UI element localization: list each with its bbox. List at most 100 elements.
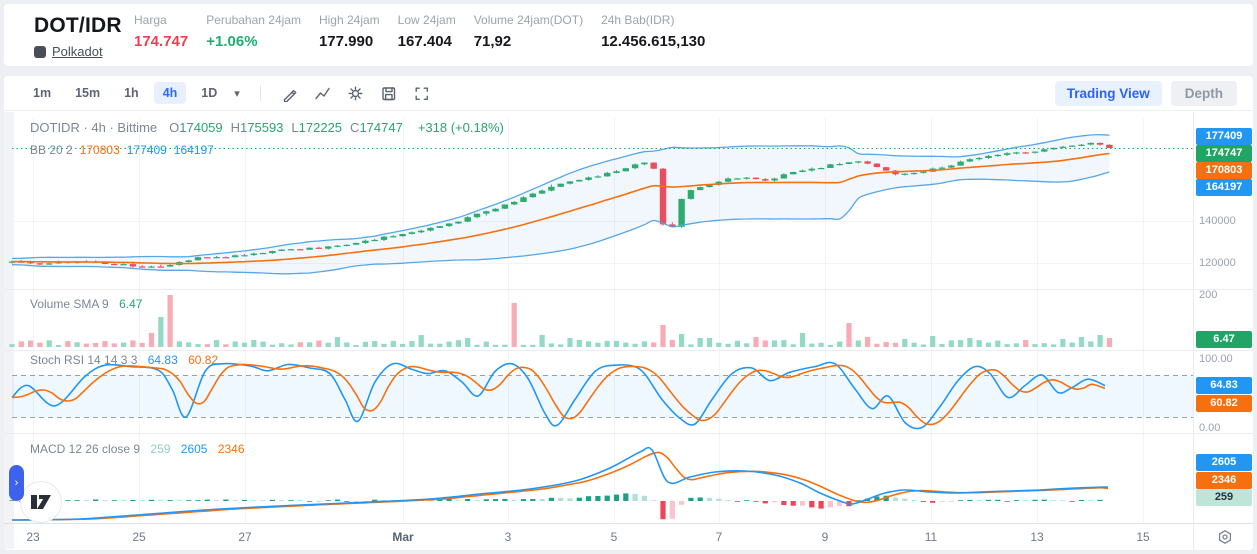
candle-body [1096,142,1104,145]
tf-button-4h[interactable]: 4h [153,82,187,104]
stat-perubahan-24jam: Perubahan 24jam +1.06% [206,13,301,50]
volume-bar [139,343,145,347]
volume-bar [1023,340,1029,347]
candle-body [641,162,648,165]
volume-bar [74,342,80,347]
save-icon[interactable] [380,85,397,102]
axis-tick-label: 140000 [1199,215,1236,227]
candle-body [538,190,546,194]
macd-histogram-bar [465,499,471,501]
macd-histogram-bar [269,499,275,501]
volume-bar [530,344,536,347]
toolbar-expander-button[interactable]: › [9,465,24,501]
volume-bar [586,341,592,347]
axis-badge: 170803 [1196,161,1252,179]
volume-bar [651,342,657,347]
candle-body [1078,144,1085,146]
volume-bar [1051,344,1057,347]
ohlc-value: 174059 [179,120,223,135]
candle-body [194,257,202,261]
axis-badge: 2605 [1196,453,1252,471]
bb-mid-line [12,152,1110,265]
candle-body [334,245,341,247]
macd-histogram-bar [446,499,452,501]
tab-trading-view[interactable]: Trading View [1054,81,1162,106]
macd-histogram-bar [660,501,666,520]
volume-bar [269,344,275,347]
bb-legend: BB 20 2 170803 177409 164197 [30,143,228,157]
candle-body [948,165,955,168]
macd-histogram-bar [688,497,694,501]
stoch-d-line [11,363,1106,426]
volume-bar [967,338,973,347]
coin-link[interactable]: Polkadot [52,44,103,59]
volume-legend: Volume SMA 9 6.47 [30,297,149,311]
tf-button-1D[interactable]: 1D [192,82,226,104]
macd-histogram-bar [372,499,378,501]
volume-label: Volume SMA 9 [30,297,109,311]
macd-histogram-bar [483,499,489,501]
candle-body [994,154,1001,157]
volume-bar [1097,335,1103,347]
candle-body [836,164,843,166]
axis-badge: 60.82 [1196,394,1252,412]
volume-bar [111,343,117,347]
settings-icon[interactable] [347,85,364,102]
draw-icon[interactable] [281,85,298,102]
indicators-icon[interactable] [314,85,331,102]
volume-bar [623,342,629,347]
tf-button-15m[interactable]: 15m [66,82,109,104]
macd-histogram-bar [623,493,629,501]
candle-body [464,217,471,222]
candle-body [817,168,825,170]
volume-bar [660,325,666,347]
macd-histogram-bar [539,499,545,501]
volume-bar [232,341,238,347]
candle-body [808,168,815,171]
volume-bar [874,343,880,347]
macd-histogram-bar [548,497,554,501]
volume-bar [251,340,257,347]
axis-settings-icon[interactable] [1217,529,1233,545]
macd-signal-line [12,451,1109,521]
volume-bar [381,343,387,347]
macd-histogram-bar [204,499,210,501]
macd-histogram-bar [214,500,220,501]
x-axis-label: 9 [821,530,829,544]
chevron-down-icon[interactable]: ▾ [234,87,240,100]
main-pane-legend: DOTIDR · 4h · Bittime O174059 H175593 L1722… [30,120,511,135]
candle-body [966,159,974,162]
change-label: +318 (+0.18%) [417,120,504,135]
tf-button-1m[interactable]: 1m [24,82,60,104]
volume-bar [418,335,424,347]
volume-bar [1032,344,1038,347]
axis-badge: 164197 [1196,178,1252,196]
macd-histogram-bar [530,499,536,501]
volume-bar [204,344,210,347]
bb-upper-line [11,134,1110,260]
candle-body [557,183,564,187]
macd-histogram-bar [1051,500,1057,501]
volume-bar [716,342,722,347]
candle-body [111,264,118,266]
fullscreen-icon[interactable] [413,85,430,102]
volume-bar [1041,343,1047,347]
tf-button-1h[interactable]: 1h [115,82,148,104]
volume-bar [288,344,294,347]
candle-body [734,178,741,180]
tab-depth[interactable]: Depth [1170,81,1237,106]
volume-bar [697,338,703,347]
price-chart[interactable] [0,112,1257,550]
candle-body [873,163,881,168]
volume-bar [46,340,52,347]
macd-histogram-bar [586,496,592,501]
volume-bar [186,342,192,347]
polkadot-icon [34,45,46,58]
candle-body [585,177,592,180]
volume-bar [28,340,34,347]
macd-histogram-bar [790,501,796,506]
volume-bar [502,344,508,347]
volume-bar [37,342,43,347]
macd-histogram-bar [883,495,889,501]
volume-bar [176,341,182,347]
